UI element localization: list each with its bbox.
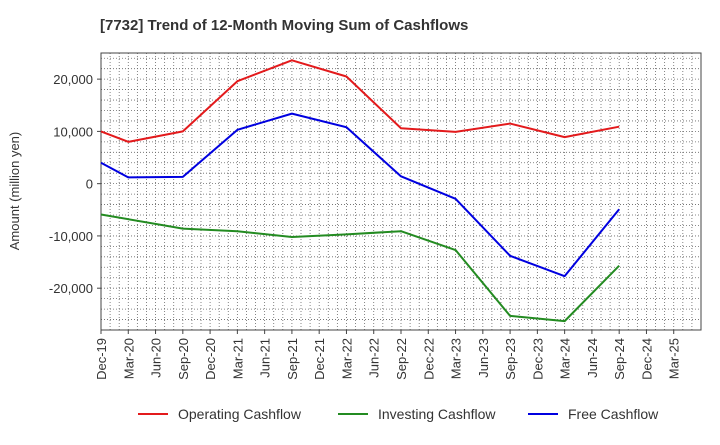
x-tick-label: Dec-21 <box>312 338 327 380</box>
x-tick-label: Mar-22 <box>339 338 354 379</box>
x-tick-label: Dec-23 <box>530 338 545 380</box>
x-tick-label: Mar-20 <box>121 338 136 379</box>
x-tick-label: Sep-23 <box>503 338 518 380</box>
x-tick-label: Jun-22 <box>367 338 382 378</box>
y-tick-label: -10,000 <box>49 229 93 244</box>
x-tick-label: Jun-23 <box>476 338 491 378</box>
investing-cashflow-legend-label: Investing Cashflow <box>378 406 496 422</box>
x-tick-label: Sep-24 <box>612 338 627 380</box>
legend: Operating Cashflow Investing Cashflow Free… <box>138 406 659 422</box>
x-tick-label: Sep-20 <box>176 338 191 380</box>
x-tick-label: Mar-23 <box>449 338 464 379</box>
x-tick-label: Sep-22 <box>394 338 409 380</box>
operating-cashflow-legend-label: Operating Cashflow <box>178 406 302 422</box>
y-tick-label: 10,000 <box>53 124 93 139</box>
x-tick-label: Jun-20 <box>149 338 164 378</box>
x-tick-label: Mar-21 <box>230 338 245 379</box>
x-tick-label: Dec-22 <box>421 338 436 380</box>
x-tick-label: Dec-20 <box>203 338 218 380</box>
y-tick-label: -20,000 <box>49 281 93 296</box>
x-tick-label: Dec-19 <box>94 338 109 380</box>
chart-title: [7732] Trend of 12-Month Moving Sum of C… <box>100 17 468 34</box>
y-tick-label: 20,000 <box>53 72 93 87</box>
x-tick-label: Dec-24 <box>639 338 654 380</box>
plot-area: 20,000 10,000 0 -10,000 -20,000 Dec-19 Mar-20 J… <box>49 53 701 380</box>
x-tick-label: Jun-24 <box>585 338 600 378</box>
x-tick-label: Mar-25 <box>667 338 682 379</box>
x-tick-label: Mar-24 <box>558 338 573 379</box>
y-axis-label: Amount (million yen) <box>7 132 22 251</box>
y-tick-label: 0 <box>86 177 93 192</box>
x-tick-label: Jun-21 <box>258 338 273 378</box>
x-tick-label: Sep-21 <box>285 338 300 380</box>
free-cashflow-legend-label: Free Cashflow <box>568 406 659 422</box>
